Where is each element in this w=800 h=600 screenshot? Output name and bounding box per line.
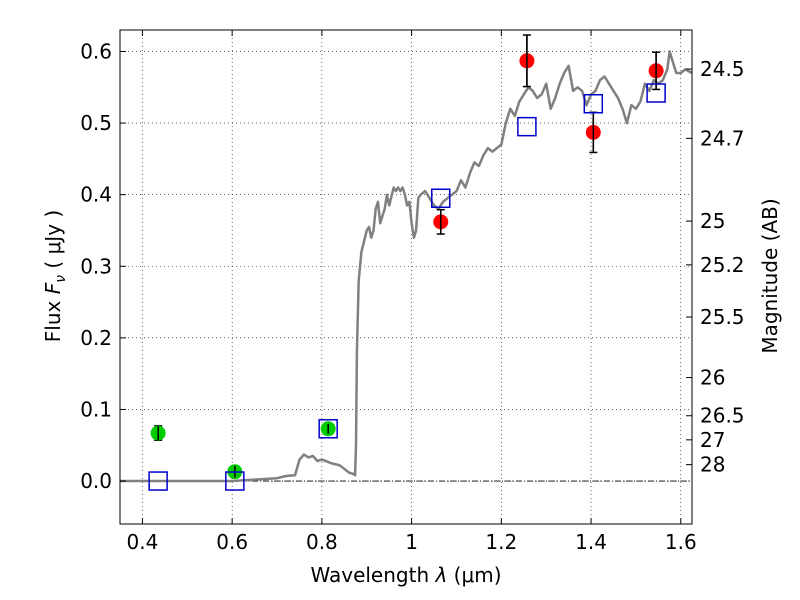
y-tick-label: 0.5 [80, 111, 112, 135]
model-point-square [583, 93, 604, 114]
x-tick-label: 0.4 [127, 530, 159, 554]
template-spectrum-line [120, 50, 693, 483]
y2-axis-label: Magnitude (AB) [758, 198, 782, 353]
spectrum-path [120, 50, 693, 483]
x-tick-label: 1.6 [665, 530, 697, 554]
y2-tick-label: 25 [700, 209, 725, 233]
y2-tick-label: 27 [700, 428, 725, 452]
model-point-square [431, 188, 451, 208]
y-tick-label: 0.0 [80, 469, 112, 493]
model-point-square [148, 471, 168, 491]
y2-tick-label: 24.5 [700, 57, 745, 81]
x-tick-label: 1.4 [575, 530, 607, 554]
y2-tick-label: 28 [700, 453, 725, 477]
model-point-square [225, 471, 245, 491]
x-tick-label: 0.8 [306, 530, 338, 554]
y2-tick-label: 26 [700, 366, 725, 390]
y-axis-label: Flux Fν ( μJy ) [41, 210, 69, 342]
y-tick-label: 0.1 [80, 397, 112, 421]
photometry-points [148, 34, 666, 491]
axis-ticks: 0.4 0.6 0.8 1 1.2 1.4 1.6 0.0 0.1 0.2 0.3 0.4 0.5 0.6… [80, 30, 745, 554]
model-point-square [318, 419, 338, 439]
y2-tick-label: 25.2 [700, 253, 745, 277]
x-tick-label: 0.6 [216, 530, 248, 554]
y-tick-label: 0.3 [80, 254, 112, 278]
y2-tick-label: 25.5 [700, 305, 745, 329]
x-tick-label: 1 [405, 530, 418, 554]
x-tick-label: 1.2 [485, 530, 517, 554]
model-point-square [517, 116, 537, 137]
y-tick-label: 0.6 [80, 39, 112, 63]
x-axis-label: Wavelength λ (μm) [310, 563, 501, 587]
y-tick-label: 0.4 [80, 183, 112, 207]
y2-tick-label: 24.7 [700, 126, 745, 150]
y2-tick-label: 26.5 [700, 404, 745, 428]
y-tick-label: 0.2 [80, 326, 112, 350]
plot-frame [119, 29, 693, 525]
model-point-square [646, 83, 666, 103]
